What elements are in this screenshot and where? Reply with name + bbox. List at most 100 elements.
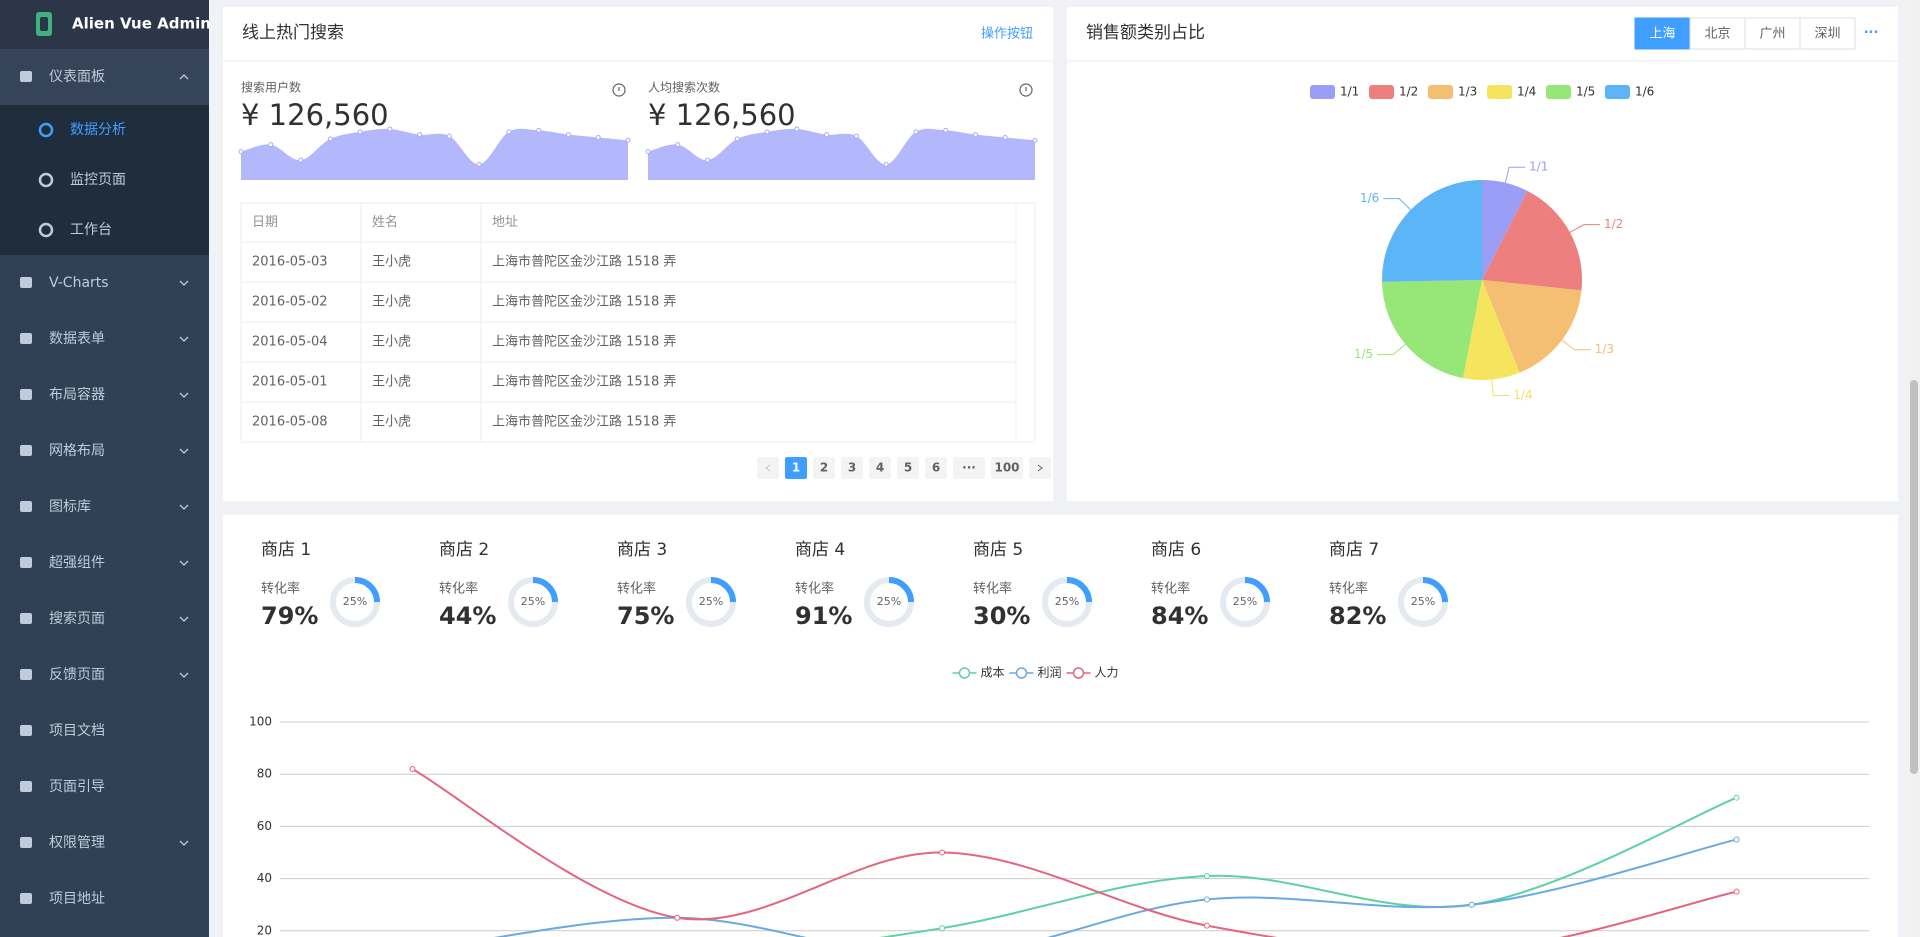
menu-item[interactable] — [0, 815, 209, 871]
tab-button[interactable] — [1689, 17, 1746, 50]
submenu-label: 数据分析 — [70, 122, 126, 138]
menu-label: 布局容器 — [49, 386, 105, 403]
page-button[interactable] — [925, 457, 947, 479]
tab-label[interactable]: 上海 — [1649, 27, 1675, 42]
menu-item[interactable] — [0, 871, 209, 927]
menu-item[interactable] — [0, 367, 209, 423]
menu-arrow — [179, 280, 189, 286]
rate-value: 75% — [617, 602, 674, 630]
legend-label: 1/2 — [1399, 85, 1418, 99]
menu-icon — [20, 893, 32, 904]
rate-label: 转化率 — [973, 581, 1012, 597]
progress-arc — [710, 577, 736, 603]
menu-item[interactable] — [0, 591, 209, 647]
menu-arrow — [179, 392, 189, 398]
store-name: 商店 7 — [1329, 540, 1379, 560]
sparkline-point — [705, 157, 711, 163]
pie-slice — [1482, 180, 1528, 280]
menu-item[interactable] — [0, 49, 209, 105]
progress-label: 25% — [1233, 595, 1257, 608]
menu-item[interactable] — [0, 535, 209, 591]
data-point — [1733, 836, 1740, 843]
menu-arrow — [179, 336, 189, 342]
pie-slice — [1482, 190, 1582, 291]
page-prev — [765, 464, 771, 472]
table-cell: 王小虎 — [372, 255, 411, 270]
page-button[interactable] — [841, 457, 863, 479]
table-cell: 王小虎 — [372, 295, 411, 310]
pie-leader — [1569, 224, 1600, 233]
tab-label[interactable]: 北京 — [1704, 27, 1730, 42]
tab-button[interactable] — [1799, 17, 1856, 50]
submenu-label: 监控页面 — [70, 172, 126, 188]
menu-item[interactable] — [0, 703, 209, 759]
data-point — [1203, 896, 1210, 903]
legend-swatch[interactable] — [1546, 85, 1571, 99]
page-button[interactable] — [991, 457, 1023, 479]
menu-item[interactable] — [0, 311, 209, 367]
submenu-item[interactable] — [0, 205, 209, 255]
page-button[interactable] — [897, 457, 919, 479]
page-button[interactable] — [869, 457, 891, 479]
pie-label: 1/4 — [1513, 388, 1532, 402]
page-button[interactable] — [813, 457, 835, 479]
sparkline-point — [943, 127, 949, 133]
scrollbar-thumb[interactable] — [1910, 380, 1918, 774]
menu-label: 项目文档 — [49, 723, 105, 739]
menu-item[interactable] — [0, 479, 209, 535]
legend-swatch[interactable] — [1428, 85, 1453, 99]
table-cell: 上海市普陀区金沙江路 1518 弄 — [492, 334, 676, 350]
legend-swatch[interactable] — [1605, 85, 1630, 99]
tab-label[interactable]: 深圳 — [1814, 27, 1840, 42]
rate-value: 82% — [1329, 602, 1386, 630]
legend-swatch[interactable] — [1487, 85, 1512, 99]
legend-symbol[interactable] — [1015, 667, 1028, 679]
page-number[interactable]: 6 — [932, 461, 940, 475]
page-number[interactable]: 4 — [876, 461, 884, 475]
page-number[interactable]: 3 — [848, 461, 856, 475]
sparkline-point — [536, 127, 542, 133]
store-name: 商店 5 — [973, 540, 1023, 560]
sparkline-point — [595, 135, 601, 140]
page-number[interactable]: 100 — [994, 461, 1019, 475]
submenu-item[interactable] — [0, 155, 209, 205]
menu-item[interactable] — [0, 759, 209, 815]
tab-button[interactable] — [1634, 17, 1691, 50]
page-number[interactable]: 5 — [904, 461, 912, 475]
action-link[interactable]: 操作按钮 — [981, 26, 1033, 42]
menu-item[interactable] — [0, 423, 209, 479]
progress-label: 25% — [1055, 595, 1079, 608]
menu-icon — [20, 277, 32, 288]
menu-icon — [20, 781, 32, 792]
more-button[interactable]: ··· — [1864, 26, 1879, 41]
legend-symbol[interactable] — [958, 667, 971, 679]
page-number[interactable]: ··· — [962, 461, 976, 475]
page-button[interactable] — [1029, 457, 1051, 479]
page-button[interactable] — [785, 457, 807, 479]
legend-swatch[interactable] — [1369, 85, 1394, 99]
menu-item[interactable] — [0, 255, 209, 311]
page-next — [1037, 464, 1043, 472]
table-cell: 上海市普陀区金沙江路 1518 弄 — [492, 254, 676, 270]
page-number[interactable]: 2 — [820, 461, 828, 475]
rate-value: 79% — [261, 602, 318, 630]
series-line — [493, 838, 1737, 937]
page-button[interactable] — [953, 457, 985, 479]
table-cell: 2016-05-01 — [252, 375, 328, 390]
menu-label: 页面引导 — [49, 779, 105, 795]
pie-label: 1/1 — [1529, 160, 1548, 174]
store-name: 商店 4 — [795, 540, 845, 560]
page-number[interactable]: 1 — [792, 461, 800, 475]
page-button[interactable] — [757, 457, 779, 479]
legend-swatch[interactable] — [1310, 85, 1335, 99]
data-point — [1203, 872, 1210, 879]
data-point — [939, 925, 946, 932]
progress-label: 25% — [1411, 595, 1435, 608]
submenu-item[interactable] — [0, 105, 209, 155]
tab-button[interactable] — [1744, 17, 1801, 50]
legend-symbol[interactable] — [1072, 667, 1085, 679]
pie-label: 1/2 — [1604, 217, 1623, 231]
menu-item[interactable] — [0, 647, 209, 703]
tab-label[interactable]: 广州 — [1759, 27, 1785, 42]
